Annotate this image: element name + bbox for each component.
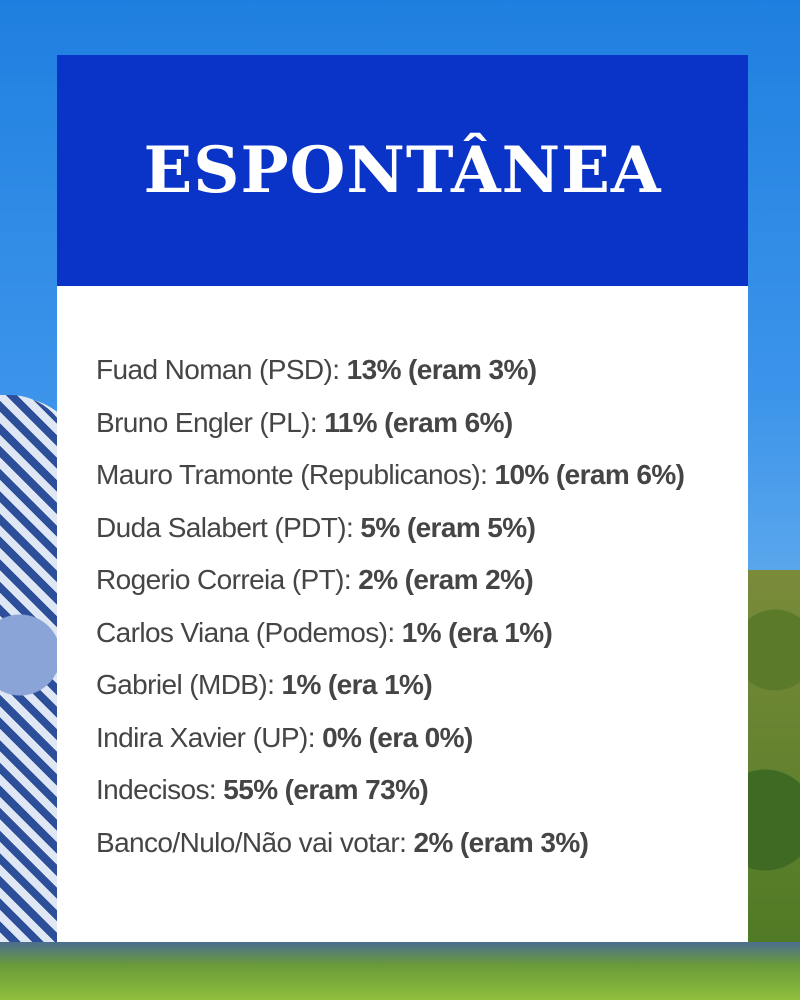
candidate-label: Fuad Noman (PSD): <box>96 354 340 385</box>
result-row: Fuad Noman (PSD): 13% (eram 3%) <box>96 354 684 407</box>
result-row: Bruno Engler (PL): 11% (eram 6%) <box>96 407 684 460</box>
candidate-value: 55% (eram 73%) <box>223 774 429 805</box>
candidate-label: Duda Salabert (PDT): <box>96 511 354 543</box>
result-row: Rogerio Correia (PT): 2% (eram 2%) <box>96 564 684 617</box>
candidate-value: 5% (eram 5%) <box>360 511 536 543</box>
candidate-label: Carlos Viana (Podemos): <box>96 616 395 648</box>
result-row: Gabriel (MDB): 1% (era 1%) <box>96 669 684 722</box>
candidate-label: Indecisos: <box>96 774 217 805</box>
candidate-value: 2% (eram 2%) <box>358 564 534 595</box>
candidate-value: 2% (eram 3%) <box>413 826 589 858</box>
background-trees <box>745 570 800 950</box>
candidate-label: Bruno Engler (PL): <box>96 406 318 438</box>
result-row: Carlos Viana (Podemos): 1% (era 1%) <box>96 617 684 670</box>
candidate-value: 11% (eram 6%) <box>324 406 513 438</box>
candidate-value: 10% (eram 6%) <box>494 459 685 490</box>
result-row: Indecisos: 55% (eram 73%) <box>96 774 684 827</box>
result-row: Indira Xavier (UP): 0% (era 0%) <box>96 722 684 775</box>
candidate-value: 1% (era 1%) <box>281 669 433 700</box>
result-row: Duda Salabert (PDT): 5% (eram 5%) <box>96 512 684 565</box>
candidate-value: 1% (era 1%) <box>401 616 553 648</box>
header-banner: ESPONTÂNEA <box>57 55 748 286</box>
result-row: Banco/Nulo/Não vai votar: 2% (eram 3%) <box>96 827 684 880</box>
page-title: ESPONTÂNEA <box>143 133 662 208</box>
candidate-label: Indira Xavier (UP): <box>96 721 315 753</box>
candidate-label: Rogerio Correia (PT): <box>96 564 352 595</box>
candidate-value: 0% (era 0%) <box>322 721 473 753</box>
background-grass <box>0 942 800 1000</box>
result-row: Mauro Tramonte (Republicanos): 10% (eram… <box>96 459 685 512</box>
candidate-label: Banco/Nulo/Não vai votar: <box>96 826 407 858</box>
candidate-label: Mauro Tramonte (Republicanos): <box>96 459 488 490</box>
results-panel: Fuad Noman (PSD): 13% (eram 3%) Bruno Eng… <box>57 286 748 942</box>
candidate-label: Gabriel (MDB): <box>96 669 275 700</box>
candidate-value: 13% (eram 3%) <box>346 354 537 385</box>
results-list: Fuad Noman (PSD): 13% (eram 3%) Bruno Eng… <box>96 354 685 880</box>
